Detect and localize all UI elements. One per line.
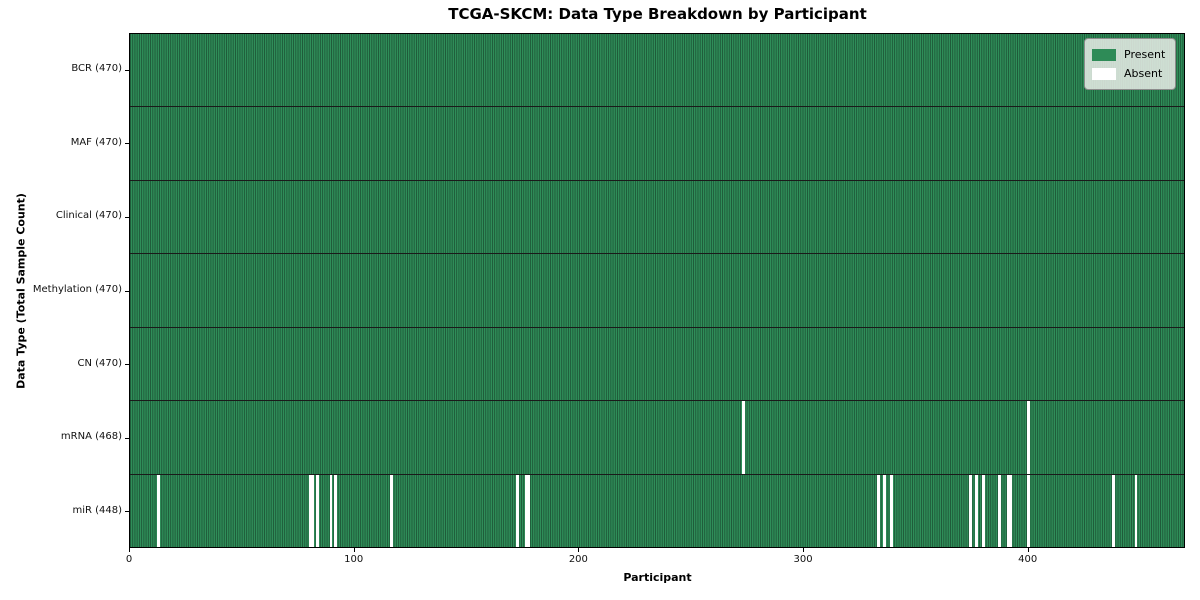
absent-stripe (309, 474, 313, 547)
legend-entry-present: Present (1092, 45, 1167, 64)
absent-stripe (526, 474, 530, 547)
heatmap-row-mRNA (130, 400, 1184, 474)
heatmap-plot-area (129, 33, 1185, 548)
y-tick-label-mRNA: mRNA (468) (60, 431, 122, 443)
absent-stripe (1006, 474, 1010, 547)
legend-entry-absent: Absent (1092, 64, 1167, 83)
absent-stripe (334, 474, 337, 547)
heatmap-row-MAF (130, 106, 1184, 180)
y-axis-label: Data Type (Total Sample Count) (14, 193, 28, 389)
present-swatch-icon (1092, 48, 1116, 61)
absent-stripe (316, 474, 319, 547)
x-tick-label: 200 (568, 554, 588, 565)
x-tick-mark (353, 548, 355, 552)
x-tick-mark (803, 548, 805, 552)
absent-stripe (975, 474, 979, 547)
absent-stripe (1027, 474, 1030, 547)
absent-stripe (1134, 474, 1138, 547)
legend-label-absent: Absent (1124, 67, 1163, 80)
x-tick-label: 100 (344, 554, 364, 565)
y-tick-label-MAF: MAF (470) (70, 136, 122, 148)
absent-stripe (742, 401, 746, 474)
absent-stripe (890, 474, 894, 547)
absent-stripe (311, 474, 315, 547)
y-tick-label-miR: miR (448) (72, 504, 122, 516)
heatmap-row-CN (130, 326, 1184, 401)
absent-stripe (883, 474, 887, 547)
x-axis-label: Participant (623, 571, 692, 584)
x-tick-mark (578, 548, 580, 552)
absent-swatch-icon (1092, 67, 1116, 80)
heatmap-row-Clinical (130, 179, 1184, 254)
absent-stripe (515, 474, 519, 547)
heatmap-row-miR (130, 473, 1184, 547)
absent-stripe (329, 474, 333, 547)
x-tick-mark (129, 548, 130, 552)
absent-stripe (524, 474, 528, 547)
absent-stripe (1009, 474, 1012, 547)
heatmap-row-BCR (130, 34, 1184, 107)
legend: Present Absent (1084, 38, 1176, 90)
absent-stripe (982, 474, 985, 547)
x-tick-mark (1027, 548, 1029, 552)
absent-stripe (968, 474, 972, 547)
absent-stripe (876, 474, 880, 547)
x-tick-label: 300 (793, 554, 813, 565)
legend-label-present: Present (1124, 48, 1166, 61)
absent-stripe (997, 474, 1001, 547)
absent-stripe (390, 474, 393, 547)
x-tick-label: 0 (125, 554, 133, 565)
x-tick-label: 400 (1018, 554, 1038, 565)
absent-stripe (156, 474, 160, 547)
chart-title: TCGA-SKCM: Data Type Breakdown by Partic… (448, 5, 867, 23)
absent-stripe (1112, 474, 1116, 547)
y-tick-label-BCR: BCR (470) (71, 63, 122, 75)
heatmap-row-Methylation (130, 253, 1184, 327)
absent-stripe (1027, 401, 1030, 474)
